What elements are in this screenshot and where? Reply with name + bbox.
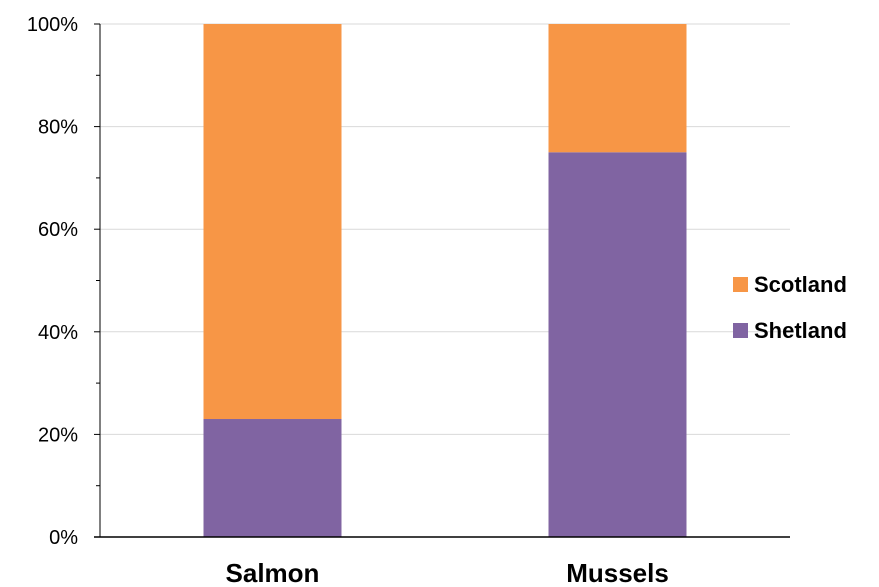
- axes: [94, 23, 790, 538]
- legend-label-scotland: Scotland: [754, 272, 847, 297]
- y-tick-label: 80%: [38, 117, 78, 139]
- bar-mussels-scotland: [548, 24, 687, 153]
- bar-salmon-scotland: [203, 24, 342, 420]
- x-category-label-mussels: Mussels: [566, 558, 669, 587]
- bars: [203, 24, 687, 537]
- x-category-labels: Salmon Mussels: [226, 558, 669, 587]
- legend-label-shetland: Shetland: [754, 318, 847, 343]
- bar-mussels-shetland: [548, 152, 687, 537]
- legend-swatch-shetland: [733, 323, 748, 338]
- y-tick-label: 60%: [38, 219, 78, 241]
- legend: Scotland Shetland: [733, 272, 847, 343]
- legend-swatch-scotland: [733, 277, 748, 292]
- y-tick-label: 100%: [27, 14, 78, 36]
- x-category-label-salmon: Salmon: [226, 558, 320, 587]
- y-tick-label: 0%: [49, 527, 78, 549]
- y-tick-label: 40%: [38, 322, 78, 344]
- y-tick-labels: 0% 20% 40% 60% 80% 100%: [27, 14, 78, 549]
- y-tick-label: 20%: [38, 424, 78, 446]
- bar-salmon-shetland: [203, 419, 342, 537]
